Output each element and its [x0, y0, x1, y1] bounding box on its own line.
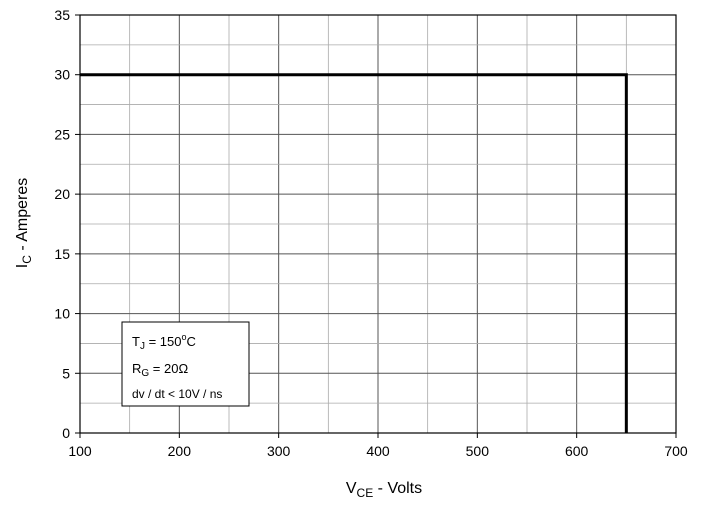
condition-dvdt: dv / dt < 10V / ns [132, 387, 222, 401]
y-tick-label: 10 [54, 306, 70, 322]
x-tick-label: 100 [68, 443, 92, 459]
y-tick-label: 5 [62, 365, 70, 381]
x-tick-label: 400 [366, 443, 390, 459]
series-line-0 [80, 73, 628, 433]
y-tick-label: 20 [54, 186, 70, 202]
y-tick-label: 15 [54, 246, 70, 262]
y-tick-label: 35 [54, 7, 70, 23]
y-axis-label: IC - Amperes [14, 178, 34, 268]
y-tick-label: 25 [54, 126, 70, 142]
y-tick-label: 30 [54, 67, 70, 83]
x-axis-label: VCE - Volts [346, 480, 422, 500]
x-tick-label: 200 [168, 443, 192, 459]
x-tick-label: 300 [267, 443, 291, 459]
series [80, 73, 628, 433]
x-tick-label: 500 [466, 443, 490, 459]
x-tick-label: 600 [565, 443, 589, 459]
condition-rg: RG = 20Ω [132, 361, 188, 379]
conditions-legend: TJ = 150oC RG = 20Ω dv / dt < 10V / ns [121, 321, 250, 407]
x-tick-label: 700 [664, 443, 688, 459]
conditions-box [121, 321, 250, 407]
tick-labels: 100 200 300 400 500 600 700 0 5 10 15 20 25 30 35 [54, 7, 687, 459]
y-tick-label: 0 [62, 425, 70, 441]
condition-tj: TJ = 150oC [132, 332, 196, 352]
